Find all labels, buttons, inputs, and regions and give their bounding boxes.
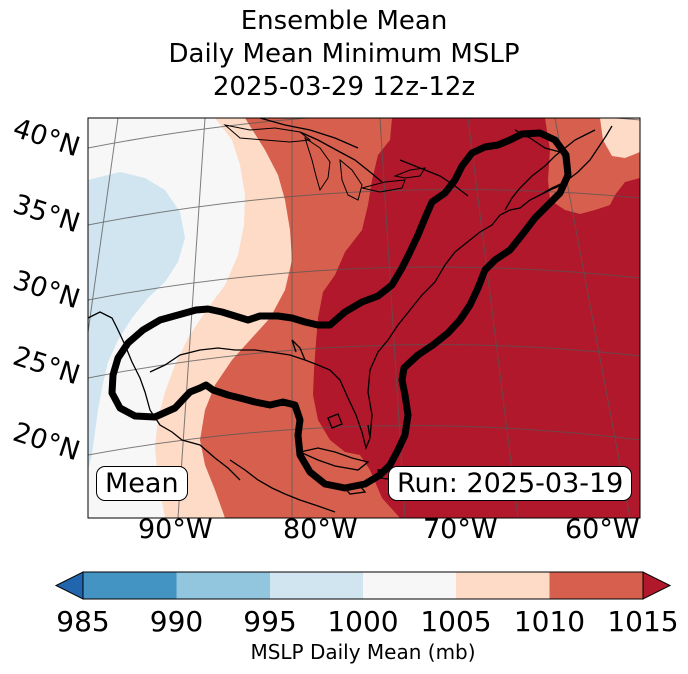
lon-label-70w: 70°W [423,514,498,545]
run-date-box: Run: 2025-03-19 [388,466,633,501]
colorbar-segment-1000-1005 [363,572,456,599]
colorbar-extend-high [642,571,672,600]
colorbar-tick-990: 990 [149,605,204,638]
ensemble-contour [108,129,572,492]
lakes [223,124,426,201]
pressure-field-995-1000 [88,172,185,470]
lon-label-60w: 60°W [565,514,640,545]
lon-label-80w: 80°W [283,514,358,545]
colorbar-extend-low [54,571,84,600]
colorbar-tick-985: 985 [56,605,110,638]
colorbar-tick-1015: 1015 [607,605,679,638]
colorbar-segment-990-995 [176,572,270,599]
colorbar-tick-1010: 1010 [513,605,586,638]
map-area [88,118,640,518]
colorbar-frame [82,571,644,600]
colorbar-tick-1005: 1005 [420,605,492,638]
colorbar-segment-985-990 [83,572,177,599]
colorbar-segment-995-1000 [270,572,363,599]
colorbar-segment-1005-1010 [456,572,550,599]
colorbar-segment-1010-1015 [549,572,643,599]
mean-box: Mean [96,466,188,501]
colorbar-tick-995: 995 [243,605,297,638]
colorbar [54,571,672,600]
map-frame [87,117,641,519]
colorbar-label: MSLP Daily Mean (mb) [250,640,476,664]
title-line-2: Daily Mean Minimum MSLP [168,39,520,69]
lon-label-90w: 90°W [138,514,213,545]
title-line-1: Ensemble Mean [240,6,448,36]
title-line-3: 2025-03-29 12z-12z [212,72,476,102]
colorbar-tick-1000: 1000 [327,605,399,638]
